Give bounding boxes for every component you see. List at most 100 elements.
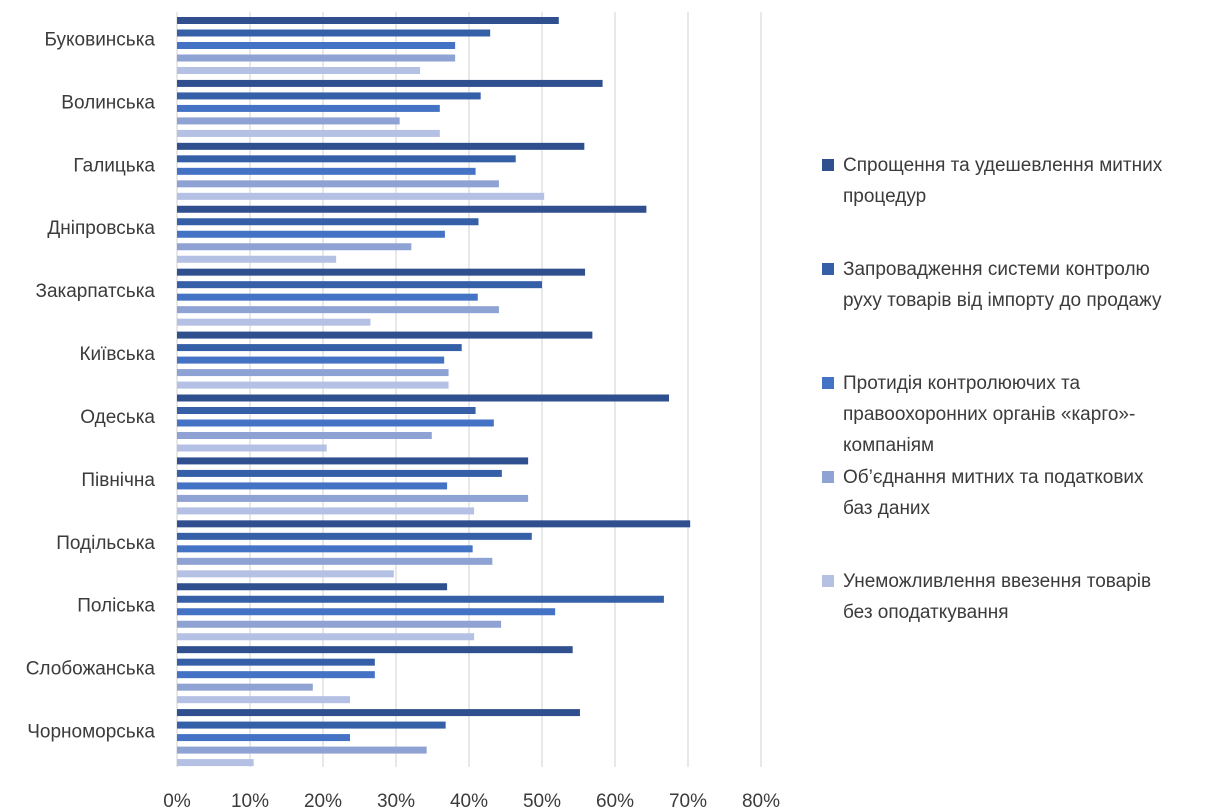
- bar: [177, 709, 580, 717]
- x-tick-labels: 0% 10% 20% 30% 40% 50% 60% 70% 80%: [163, 791, 780, 808]
- bar: [177, 507, 475, 515]
- legend-label: Протидія контролюючих та правоохоронних …: [843, 373, 1136, 456]
- bar: [177, 306, 499, 314]
- bar: [177, 293, 478, 301]
- x-tick-label: 10%: [231, 791, 269, 808]
- legend-swatch: [822, 575, 834, 587]
- bar: [177, 759, 254, 767]
- gridlines: [176, 12, 762, 767]
- bar: [177, 683, 313, 691]
- bar: [177, 142, 585, 150]
- legend-item: Спрощення та удешевлення митних процедур: [822, 150, 1223, 212]
- bar: [177, 180, 499, 188]
- bar: [177, 532, 532, 540]
- bar: [177, 734, 351, 742]
- bar: [177, 268, 586, 276]
- legend-item: Унеможливлення ввезення товарів без опод…: [822, 566, 1223, 628]
- bar: [177, 230, 445, 238]
- bar: [177, 583, 448, 591]
- bar: [177, 444, 327, 452]
- bar: [177, 407, 476, 414]
- category-label: Київська: [79, 344, 155, 365]
- bar: [177, 658, 375, 666]
- bar: [177, 671, 375, 679]
- bar: [177, 570, 394, 578]
- legend-swatch: [822, 263, 834, 275]
- bar: [177, 17, 559, 24]
- bar: [177, 457, 529, 465]
- bars: [177, 17, 691, 767]
- x-tick-label: 60%: [596, 791, 634, 808]
- category-label: Закарпатська: [35, 281, 155, 302]
- bar: [177, 192, 545, 200]
- bar: [177, 608, 556, 616]
- x-tick-label: 0%: [163, 791, 191, 808]
- category-label: Галицька: [73, 155, 155, 176]
- category-label: Північна: [81, 470, 155, 491]
- bar: [177, 205, 647, 213]
- category-label: Волинська: [61, 92, 155, 113]
- category-label: Буковинська: [44, 29, 155, 50]
- bar: [177, 633, 475, 641]
- bar: [177, 557, 493, 565]
- bar: [177, 721, 446, 729]
- x-tick-label: 40%: [450, 791, 488, 808]
- category-label: Одеська: [80, 407, 155, 428]
- bar: [177, 331, 593, 339]
- x-tick-label: 50%: [523, 791, 561, 808]
- bar: [177, 29, 491, 37]
- legend-swatch: [822, 159, 834, 171]
- category-label: Слобожанська: [26, 659, 156, 680]
- x-tick-label: 70%: [669, 791, 707, 808]
- bar: [177, 520, 691, 528]
- bar: [177, 595, 664, 603]
- bar: [177, 281, 542, 289]
- category-labels: Буковинська Волинська Галицька Дніпровська З…: [26, 29, 156, 742]
- bar: [177, 746, 427, 754]
- legend-swatch: [822, 471, 834, 483]
- bar: [177, 104, 440, 112]
- bar: [177, 344, 462, 352]
- bar: [177, 67, 421, 74]
- bar: [177, 79, 603, 87]
- legend-item: Запровадження системи контролю руху това…: [822, 254, 1223, 316]
- legend-label: Об’єднання митних та податкових баз дани…: [843, 467, 1144, 519]
- category-label: Поліська: [77, 596, 155, 617]
- bar: [177, 42, 456, 49]
- x-tick-label: 30%: [377, 791, 415, 808]
- bar: [177, 92, 481, 100]
- category-label: Подільська: [56, 533, 155, 554]
- bar: [177, 469, 502, 477]
- x-tick-label: 20%: [304, 791, 342, 808]
- bar: [177, 494, 529, 502]
- legend-swatch: [822, 377, 834, 389]
- bar: [177, 696, 351, 704]
- legend-label: Унеможливлення ввезення товарів без опод…: [843, 571, 1152, 623]
- bar: [177, 394, 670, 402]
- bar: [177, 129, 440, 137]
- bar: [177, 419, 494, 427]
- bar: [177, 243, 412, 251]
- bar: [177, 432, 432, 439]
- bar: [177, 54, 456, 62]
- legend-item: Протидія контролюючих та правоохоронних …: [822, 368, 1223, 461]
- bar: [177, 646, 573, 654]
- bar: [177, 620, 502, 628]
- bar: [177, 381, 449, 389]
- bar: [177, 318, 371, 326]
- category-label: Чорноморська: [27, 722, 155, 743]
- bar: [177, 369, 449, 377]
- bar: [177, 218, 479, 226]
- bar: [177, 255, 337, 263]
- bar: [177, 117, 400, 125]
- legend-label: Запровадження системи контролю руху това…: [843, 259, 1162, 311]
- bar: [177, 545, 473, 553]
- bar: [177, 482, 448, 490]
- bar: [177, 167, 476, 175]
- legend-label: Спрощення та удешевлення митних процедур: [843, 155, 1163, 207]
- bar: [177, 155, 516, 163]
- x-tick-label: 80%: [742, 791, 780, 808]
- bar: [177, 356, 445, 364]
- legend-item: Об’єднання митних та податкових баз дани…: [822, 462, 1223, 524]
